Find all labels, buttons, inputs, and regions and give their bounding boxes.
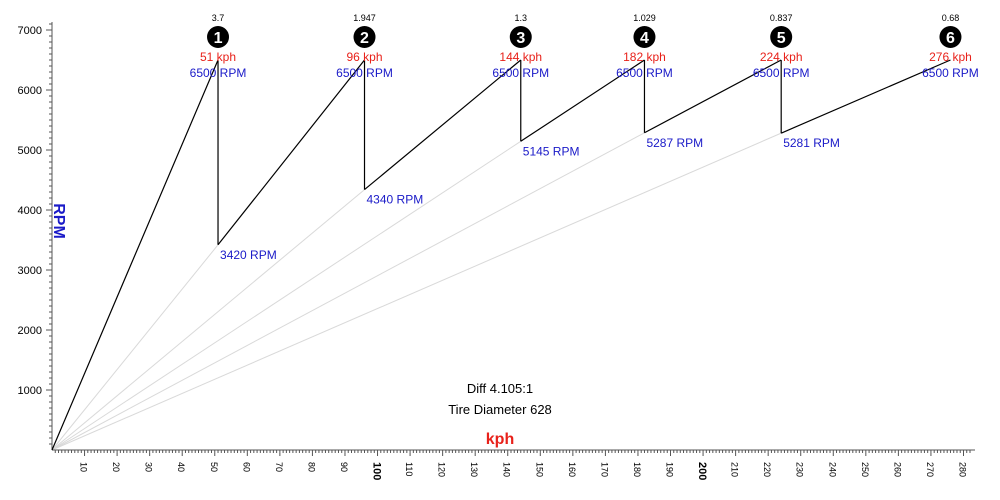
y-tick-label: 5000	[18, 145, 42, 157]
x-tick-label: 280	[957, 462, 967, 477]
x-tick-label: 270	[925, 462, 935, 477]
gear-5-rpm-label: 6500 RPM	[753, 66, 810, 80]
y-tick-label: 6000	[18, 85, 42, 97]
gear-5-kph-label: 224 kph	[760, 50, 803, 64]
gear-3-kph-label: 144 kph	[499, 50, 542, 64]
gear-3-badge	[509, 26, 532, 48]
x-tick-label: 180	[632, 462, 642, 477]
gear-4-badge	[633, 26, 656, 48]
gear-5-number: 5	[777, 30, 786, 47]
x-tick-label: 260	[892, 462, 902, 477]
gear-4-rpm-label: 6500 RPM	[616, 66, 673, 80]
x-tick-label: 20	[111, 462, 121, 472]
gear-6-start-rpm-label: 5281 RPM	[783, 136, 840, 150]
gear-2-badge	[353, 26, 376, 48]
gear-5-badge	[770, 26, 793, 48]
gear-2-start-rpm-label: 3420 RPM	[220, 248, 277, 262]
gear-4-start-rpm-label: 5145 RPM	[523, 144, 580, 158]
x-tick-label: 90	[339, 462, 349, 472]
x-tick-label: 190	[665, 462, 675, 477]
guide-lines	[51, 132, 782, 451]
y-tick-label: 3000	[18, 265, 42, 277]
gear-6-badge	[939, 26, 962, 48]
x-tick-label: 110	[404, 462, 414, 476]
x-tick-label: 70	[274, 462, 284, 472]
x-tick-label: 10	[79, 462, 89, 472]
x-tick-label: 160	[567, 462, 577, 477]
gear-1-badge	[207, 26, 230, 48]
rpm-series	[51, 59, 951, 451]
x-tick-label: 130	[469, 462, 479, 477]
gear-3-number: 3	[516, 30, 525, 47]
x-axis-label: kph	[486, 431, 514, 448]
x-tick-label: 100	[371, 462, 383, 480]
x-tick-label: 30	[144, 462, 154, 472]
x-axis-ticks: 10 20 30 40 50 60 70 80 90 100 110 120 130 140 150 160 1…	[54, 450, 971, 480]
gear-3-rpm-line	[364, 59, 522, 191]
gear-5-rpm-line	[644, 59, 782, 134]
gear-2-ratio: 1.947	[353, 13, 376, 23]
gear-3-rpm-label: 6500 RPM	[492, 66, 549, 80]
y-tick-label: 7000	[18, 25, 42, 37]
x-tick-label: 60	[241, 462, 251, 472]
x-tick-label: 220	[762, 462, 772, 477]
gear-6-rpm-line	[780, 59, 951, 134]
x-tick-label: 40	[176, 462, 186, 472]
gear-2-rpm-label: 6500 RPM	[336, 66, 393, 80]
gear-guide-line	[51, 132, 645, 451]
gear-guide-line	[51, 244, 219, 451]
x-tick-label: 250	[860, 462, 870, 477]
gear-2-kph-label: 96 kph	[346, 50, 382, 64]
gear-1-kph-label: 51 kph	[200, 50, 236, 64]
x-tick-label: 200	[696, 462, 708, 480]
gear-1-ratio: 3.7	[212, 13, 225, 23]
gear-guide-line	[51, 189, 365, 451]
gear-2-rpm-line	[217, 59, 365, 246]
y-axis-label: RPM	[50, 203, 67, 239]
gear-6-rpm-label: 6500 RPM	[922, 66, 979, 80]
y-tick-label: 4000	[18, 205, 42, 217]
gear-6-number: 6	[946, 30, 955, 47]
y-tick-label: 2000	[18, 325, 42, 337]
gear-1-rpm-label: 6500 RPM	[190, 66, 247, 80]
x-tick-label: 210	[730, 462, 740, 477]
gear-4-rpm-line	[520, 59, 645, 142]
tire-annotation: Tire Diameter 628	[448, 402, 552, 417]
y-tick-label: 1000	[18, 385, 42, 397]
gear-guide-line	[51, 132, 782, 451]
gear-6-ratio: 0.68	[942, 13, 960, 23]
gear-5-start-rpm-label: 5287 RPM	[646, 136, 703, 150]
gear-4-kph-label: 182 kph	[623, 50, 666, 64]
gear-3-start-rpm-label: 4340 RPM	[367, 193, 424, 207]
gear-4-number: 4	[640, 30, 649, 47]
diff-annotation: Diff 4.105:1	[467, 381, 533, 396]
gear-6-kph-label: 276 kph	[929, 50, 972, 64]
x-tick-label: 120	[437, 462, 447, 477]
gear-4-ratio: 1.029	[633, 13, 656, 23]
x-tick-label: 140	[502, 462, 512, 477]
x-tick-label: 240	[827, 462, 837, 477]
x-tick-label: 230	[795, 462, 805, 477]
gear-3-ratio: 1.3	[515, 13, 528, 23]
x-tick-label: 170	[599, 462, 609, 477]
y-axis-ticks: 1000 2000 3000 4000 5000 6000 7000	[18, 23, 52, 445]
gear-1-number: 1	[214, 30, 223, 47]
gear-1-rpm-line	[51, 59, 219, 451]
axes	[51, 22, 975, 451]
x-tick-label: 50	[209, 462, 219, 472]
x-tick-label: 80	[306, 462, 316, 472]
gear-5-ratio: 0.837	[770, 13, 793, 23]
gear-guide-line	[51, 140, 522, 451]
gear-2-number: 2	[360, 30, 369, 47]
x-tick-label: 150	[534, 462, 544, 477]
